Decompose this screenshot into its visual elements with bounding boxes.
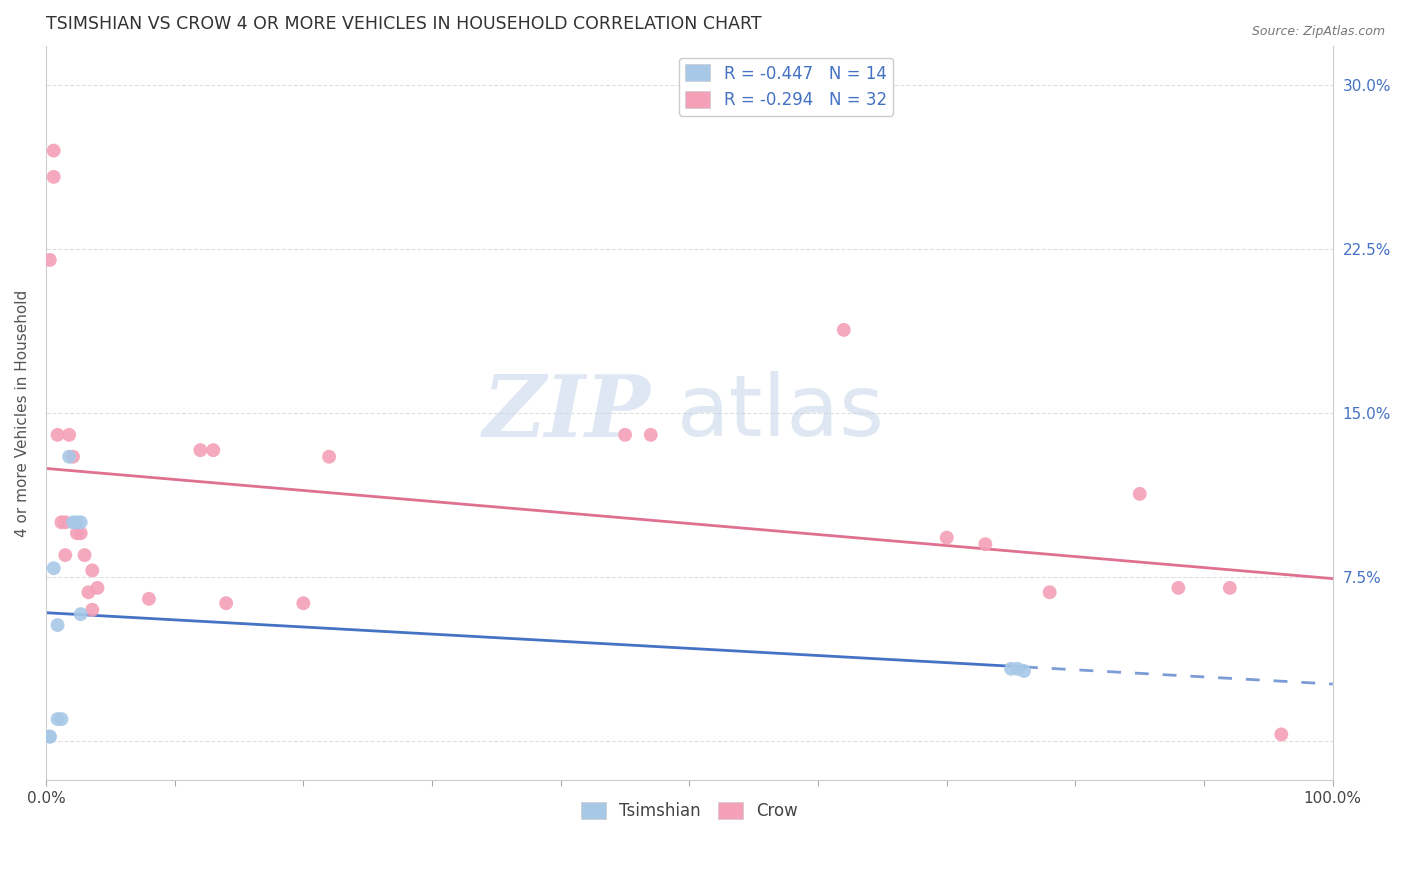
Point	[51, 712, 73, 726]
Point	[62, 450, 84, 464]
Point	[42, 169, 65, 184]
Point	[1270, 727, 1292, 741]
Text: Source: ZipAtlas.com: Source: ZipAtlas.com	[1251, 25, 1385, 38]
Point	[974, 537, 997, 551]
Point	[86, 581, 108, 595]
Point	[62, 516, 84, 530]
Point	[640, 427, 662, 442]
Point	[53, 548, 76, 562]
Point	[935, 531, 957, 545]
Point	[42, 561, 65, 575]
Point	[1007, 662, 1029, 676]
Point	[82, 603, 104, 617]
Point	[42, 144, 65, 158]
Point	[46, 712, 69, 726]
Text: atlas: atlas	[676, 371, 884, 455]
Point	[82, 563, 104, 577]
Point	[66, 526, 89, 541]
Point	[832, 323, 855, 337]
Point	[66, 516, 89, 530]
Point	[202, 443, 225, 458]
Point	[46, 427, 69, 442]
Point	[138, 591, 160, 606]
Point	[69, 526, 91, 541]
Point	[614, 427, 637, 442]
Point	[292, 596, 315, 610]
Point	[190, 443, 212, 458]
Point	[1129, 487, 1152, 501]
Point	[318, 450, 340, 464]
Point	[77, 585, 100, 599]
Point	[1219, 581, 1241, 595]
Y-axis label: 4 or more Vehicles in Household: 4 or more Vehicles in Household	[15, 289, 30, 537]
Point	[215, 596, 238, 610]
Point	[1012, 664, 1035, 678]
Point	[1000, 662, 1022, 676]
Point	[38, 730, 60, 744]
Text: TSIMSHIAN VS CROW 4 OR MORE VEHICLES IN HOUSEHOLD CORRELATION CHART: TSIMSHIAN VS CROW 4 OR MORE VEHICLES IN …	[46, 15, 762, 33]
Point	[69, 516, 91, 530]
Point	[69, 607, 91, 621]
Point	[73, 548, 96, 562]
Point	[1039, 585, 1062, 599]
Point	[1167, 581, 1189, 595]
Point	[51, 516, 73, 530]
Point	[58, 450, 80, 464]
Point	[46, 618, 69, 632]
Point	[38, 730, 60, 744]
Point	[38, 252, 60, 267]
Point	[58, 427, 80, 442]
Legend: Tsimshian, Crow: Tsimshian, Crow	[575, 796, 804, 827]
Text: ZIP: ZIP	[482, 371, 651, 455]
Point	[53, 516, 76, 530]
